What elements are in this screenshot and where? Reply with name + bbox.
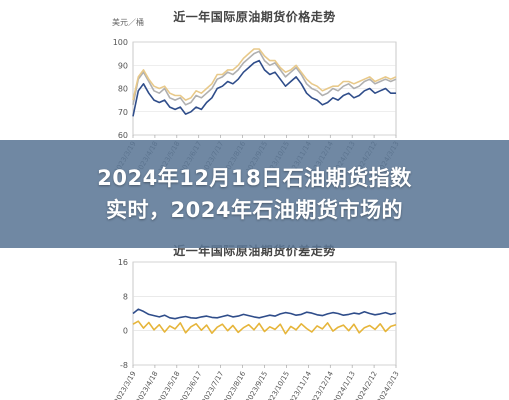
spread-y-tick-label: 8: [123, 292, 128, 301]
price-unit-label: 美元／桶: [112, 18, 144, 27]
spread-series-0-line: [132, 308, 397, 320]
spread-x-tick-label: 2024/1/13: [332, 370, 357, 400]
spread-series-1-line: [132, 320, 397, 335]
price-chart-title: 近一年国际原油期货价格走势: [173, 10, 336, 24]
spread-chart-panel: 近一年国际原油期货价差走势 -8 0 8 16 2023/3/19 2023/4/18 20…: [0, 230, 509, 400]
spread-x-tick-label: 2023/5/18: [157, 370, 182, 400]
spread-x-tick-label: 2023/4/18: [135, 370, 160, 400]
spread-y-tick-label: -8: [120, 361, 128, 370]
price-series-0-line: [132, 50, 397, 106]
price-series-1-line: [132, 48, 397, 101]
price-y-tick-label: 80: [118, 85, 128, 94]
spread-x-tick-label: 2023/7/17: [201, 370, 226, 400]
spread-y-tick-label: 16: [118, 258, 128, 267]
price-series-2-line: [132, 59, 396, 117]
spread-x-tick-label: 2024/2/12: [354, 370, 379, 400]
price-y-tick-label: 60: [118, 131, 128, 140]
price-y-tick-label: 90: [118, 61, 128, 70]
headline-line-1: 2024年12月18日石油期货指数: [97, 166, 412, 190]
spread-x-tick-label: 2024/3/13: [376, 370, 401, 400]
spread-chart-svg: -8 0 8 16 2023/3/192023/4/182023/5/182023/6/…: [113, 258, 401, 400]
headline-line-2: 实时，2024年石油期货市场的: [106, 198, 403, 222]
price-y-tick-label: 70: [118, 108, 128, 117]
spread-x-tick-label: 2023/9/15: [244, 370, 269, 400]
headline-banner: 2024年12月18日石油期货指数 实时，2024年石油期货市场的: [0, 140, 509, 248]
spread-x-tick-label: 2023/3/19: [113, 370, 138, 400]
spread-x-tick-label: 2023/6/17: [179, 370, 204, 400]
spread-x-tick-label: 2023/8/16: [222, 370, 247, 400]
spread-y-tick-label: 0: [123, 327, 128, 336]
price-y-tick-label: 100: [113, 38, 128, 47]
